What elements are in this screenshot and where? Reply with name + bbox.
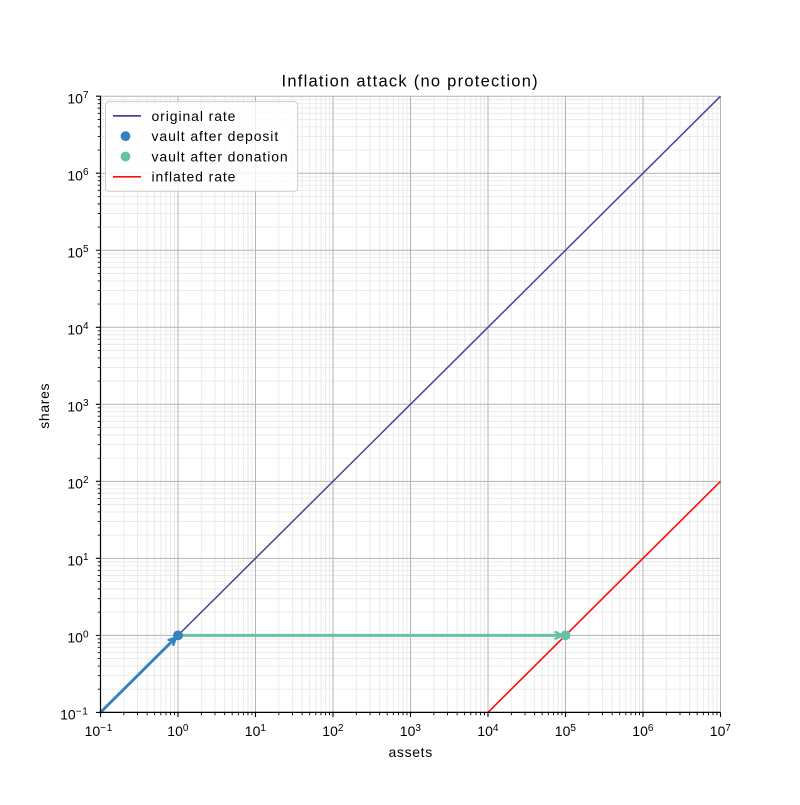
svg-text:Inflation attack (no protectio: Inflation attack (no protection) xyxy=(282,72,539,90)
svg-text:assets: assets xyxy=(389,744,433,760)
svg-text:shares: shares xyxy=(36,383,52,429)
svg-text:vault after donation: vault after donation xyxy=(152,148,289,164)
svg-text:inflated rate: inflated rate xyxy=(152,169,237,185)
svg-text:vault after deposit: vault after deposit xyxy=(152,128,280,144)
svg-text:original rate: original rate xyxy=(152,108,237,124)
